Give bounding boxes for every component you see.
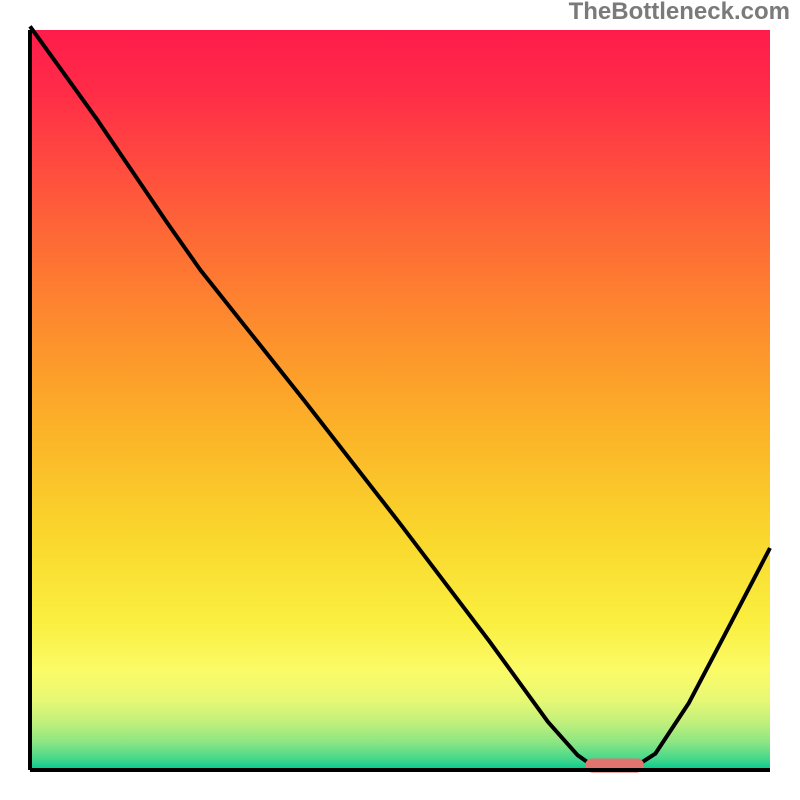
watermark-text: TheBottleneck.com (569, 0, 790, 24)
bottleneck-chart (0, 0, 800, 800)
chart-gradient-background (30, 30, 770, 770)
